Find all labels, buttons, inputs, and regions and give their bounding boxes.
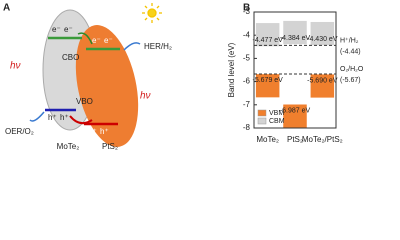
her-label: HER/H₂ xyxy=(144,42,172,51)
pts2-shape xyxy=(75,25,139,147)
vbo-label: VBO xyxy=(76,97,93,106)
value-label: -4.384 eV xyxy=(280,35,311,42)
reference-name: H⁺/H₂ xyxy=(340,37,359,44)
bar xyxy=(283,104,307,128)
her-arrow xyxy=(123,42,141,51)
value-label: -5.679 eV xyxy=(252,77,283,84)
panel-label: A xyxy=(3,3,10,14)
light-label: hν xyxy=(140,91,151,102)
y-axis-title: Band level (eV) xyxy=(227,42,236,97)
value-label: -5.690 eV xyxy=(307,77,338,84)
bar xyxy=(310,74,335,98)
material-label: PtS₂ xyxy=(102,142,118,151)
electron-arrow xyxy=(77,32,93,45)
hole: h⁺ xyxy=(60,113,69,122)
hole: h⁺ xyxy=(100,127,109,136)
electron: e⁻ xyxy=(104,36,113,45)
reference-value: (-4.44) xyxy=(340,48,361,55)
legend-label: CBM xyxy=(269,118,285,125)
electron: e⁻ xyxy=(52,25,61,34)
plot-frame xyxy=(253,11,337,129)
x-tick-label: PtS₂ xyxy=(287,135,303,144)
bar xyxy=(283,20,307,45)
y-tick-label: -3 xyxy=(243,7,251,16)
sun xyxy=(142,3,162,23)
x-tick-label: MoTe₂ xyxy=(256,135,279,144)
y-tick-label: -4 xyxy=(243,30,251,39)
reference-name: O₂/H₂O xyxy=(340,66,364,73)
oer-arrow xyxy=(29,111,45,122)
light-label: hν xyxy=(10,61,21,72)
value-label: -6.987 eV xyxy=(280,107,311,114)
electron: e⁻ xyxy=(64,25,73,34)
hole: h⁺ xyxy=(88,127,97,136)
y-tick-label: -6 xyxy=(243,77,251,86)
legend-swatch xyxy=(257,109,267,117)
x-tick-label: MoTe₂/PtS₂ xyxy=(302,135,343,144)
value-label: -4.477 eV xyxy=(252,37,283,44)
oer-label: OER/O₂ xyxy=(5,127,34,136)
hole-arrow xyxy=(69,115,93,125)
panel-label: B xyxy=(243,3,250,14)
value-label: -4.430 eV xyxy=(307,36,338,43)
material-label: MoTe₂ xyxy=(57,142,80,151)
y-tick-label: -5 xyxy=(243,54,251,63)
panel-a: A e⁻ e⁻ e⁻ e⁻ CBO VBO h⁺ h⁺ h⁺ h⁺ HER/H₂… xyxy=(3,3,172,151)
bar xyxy=(255,23,280,47)
panel-b: B Band level (eV) -8 -7 -6 -5 -4 -3 -5.679 eV -6.… xyxy=(227,3,364,144)
y-tick-label: -8 xyxy=(243,123,251,132)
y-tick-label: -7 xyxy=(243,100,251,109)
legend-swatch xyxy=(257,117,267,125)
reference-value: (-5.67) xyxy=(340,77,361,84)
figure: A e⁻ e⁻ e⁻ e⁻ CBO VBO h⁺ h⁺ h⁺ h⁺ HER/H₂… xyxy=(3,3,364,151)
bar xyxy=(255,74,280,98)
legend-label: VBM xyxy=(269,110,284,117)
bar xyxy=(310,21,335,46)
hole: h⁺ xyxy=(48,113,57,122)
electron: e⁻ xyxy=(92,36,101,45)
cbo-label: CBO xyxy=(62,53,79,62)
